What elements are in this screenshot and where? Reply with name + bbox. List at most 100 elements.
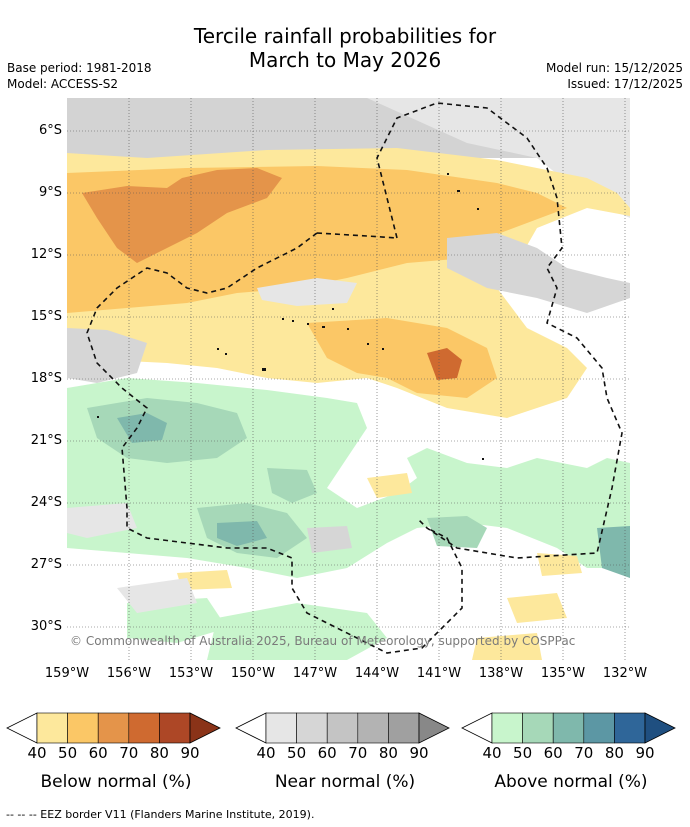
above-normal-region-50-c [267, 468, 317, 503]
lon-label-132w: 132°W [602, 666, 648, 681]
lon-label-150w: 150°W [230, 666, 276, 681]
near-normal-region-west [67, 328, 147, 383]
colorbar-below-normal [6, 712, 221, 744]
tick-label: 70 [348, 744, 368, 762]
lon-label-156w: 156°W [106, 666, 152, 681]
colorbar-near-normal-swatch [265, 712, 297, 744]
colorbar-above-normal-swatch [552, 712, 585, 744]
tick-label: 50 [513, 744, 533, 762]
lon-label-135w: 135°W [540, 666, 586, 681]
islands [97, 173, 484, 460]
colorbar-above-normal-swatch [614, 712, 646, 744]
lon-label-147w: 147°W [292, 666, 338, 681]
lat-label-12s: 12°S [30, 247, 62, 262]
tick-label: 70 [119, 744, 139, 762]
colorbar-below-normal-high-extend [189, 712, 221, 744]
lat-label-30s: 30°S [30, 619, 62, 634]
map-svg [67, 98, 630, 660]
chart-title: Tercile rainfall probabilities for March… [0, 24, 690, 72]
colorbar-above-normal-swatch [583, 712, 615, 744]
above-normal-region-40-south [207, 603, 387, 660]
lat-label-6s: 6°S [38, 123, 62, 138]
colorbar-above-normal-swatch [491, 712, 523, 744]
lat-label-24s: 24°S [30, 495, 62, 510]
colorbar-near-normal-swatch [296, 712, 328, 744]
below-normal-region-south-e [472, 633, 542, 660]
title-line-1: Tercile rainfall probabilities for [193, 24, 497, 48]
tick-label: 50 [58, 744, 78, 762]
tick-label: 40 [482, 744, 502, 762]
lon-label-159w: 159°W [44, 666, 90, 681]
colorbar-near-normal-high-extend [418, 712, 450, 744]
near-normal-region-top-light [367, 98, 630, 218]
lat-label-27s: 27°S [30, 557, 62, 572]
lat-label-18s: 18°S [30, 371, 62, 386]
near-normal-region-south-c [117, 578, 197, 613]
above-normal-region-60 [117, 413, 167, 443]
legend-title-near-normal: Near normal (%) [274, 772, 416, 792]
lat-label-9s: 9°S [38, 185, 62, 200]
ticks-below-normal: 40 50 60 70 80 90 [6, 744, 226, 764]
eez-border-marquesas [376, 102, 623, 559]
lon-label-138w: 138°W [478, 666, 524, 681]
below-normal-region-south-a [367, 473, 412, 498]
tick-label: 90 [635, 744, 655, 762]
tick-label: 90 [409, 744, 429, 762]
near-normal-region-east [447, 233, 630, 313]
colorbar-above-normal [461, 712, 676, 744]
colorbar-below-normal-swatch [159, 712, 191, 744]
colorbar-near-normal [235, 712, 450, 744]
above-normal-region-50 [87, 398, 247, 463]
legend-above-normal: 40 50 60 70 80 90 Above normal (%) [461, 706, 681, 792]
tick-label: 50 [287, 744, 307, 762]
graticule [67, 98, 630, 660]
tick-label: 90 [180, 744, 200, 762]
base-period-label: Base period: 1981-2018 [7, 61, 152, 75]
model-run-label: Model run: 15/12/2025 [545, 61, 683, 75]
below-normal-region-60-b [427, 348, 462, 380]
colorbar-above-normal-high-extend [644, 712, 676, 744]
above-normal-region-60-c [597, 526, 630, 578]
near-normal-region-center [257, 278, 357, 306]
below-normal-region-60 [82, 168, 282, 263]
model-label: Model: ACCESS-S2 [7, 77, 119, 91]
tick-label: 80 [149, 744, 169, 762]
colorbar-near-normal-swatch [388, 712, 420, 744]
ticks-above-normal: 40 50 60 70 80 90 [461, 744, 681, 764]
tick-label: 40 [256, 744, 276, 762]
colorbar-below-normal-swatch [97, 712, 130, 744]
ticks-near-normal: 40 50 60 70 80 90 [235, 744, 455, 764]
colorbar-above-normal-low-extend [461, 712, 493, 744]
lat-label-21s: 21°S [30, 433, 62, 448]
tick-label: 80 [378, 744, 398, 762]
colorbar-near-normal-low-extend [235, 712, 267, 744]
meta-left: Base period: 1981-2018 Model: ACCESS-S2 [7, 60, 152, 92]
legend-title-above-normal: Above normal (%) [494, 772, 648, 792]
colorbar-below-normal-swatch [128, 712, 160, 744]
title-line-2: March to May 2026 [248, 48, 442, 72]
colorbar-near-normal-swatch [357, 712, 389, 744]
legend-below-normal: 40 50 60 70 80 90 Below normal (%) [6, 706, 226, 792]
probability-map: © Commonwealth of Australia 2025, Bureau… [67, 98, 630, 660]
legend-title-below-normal: Below normal (%) [40, 772, 192, 792]
colorbar-near-normal-swatch [326, 712, 359, 744]
below-normal-region-south-d [537, 553, 582, 576]
tick-label: 60 [88, 744, 108, 762]
tick-label: 80 [604, 744, 624, 762]
tick-label: 60 [317, 744, 337, 762]
colorbar-above-normal-swatch [522, 712, 554, 744]
tick-label: 60 [543, 744, 563, 762]
tick-label: 70 [574, 744, 594, 762]
lon-label-144w: 144°W [354, 666, 400, 681]
issued-label: Issued: 17/12/2025 [567, 77, 683, 91]
eez-footnote: -- -- -- EEZ border V11 (Flanders Marine… [6, 808, 315, 821]
near-normal-region-south-a [67, 503, 137, 538]
colorbar-below-normal-swatch [67, 712, 99, 744]
meta-right: Model run: 15/12/2025 Issued: 17/12/2025 [546, 60, 683, 92]
above-normal-region-60-b [217, 521, 267, 546]
near-normal-region-south-b [307, 526, 352, 553]
above-normal-region-50-d [427, 516, 487, 548]
legend-near-normal: 40 50 60 70 80 90 Near normal (%) [235, 706, 455, 792]
copyright-notice: © Commonwealth of Australia 2025, Bureau… [70, 634, 576, 648]
below-normal-region-south-c [507, 593, 567, 623]
